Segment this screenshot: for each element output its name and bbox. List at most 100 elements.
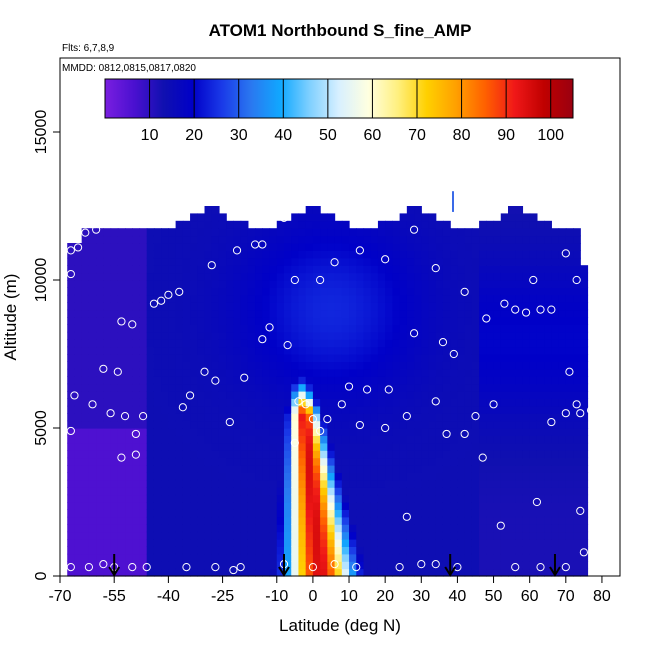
heat-cell [197,324,206,333]
heat-cell [370,317,379,325]
heat-cell [255,450,263,459]
heat-cell [74,383,83,392]
sample-marker [294,397,303,406]
heat-cell [515,413,524,422]
heat-cell [175,420,184,429]
heat-cell [67,324,76,333]
heat-cell [233,346,242,355]
heat-cell [493,479,502,488]
heat-cell [305,376,314,385]
heat-cell [117,442,126,451]
heat-cell [211,413,220,422]
heat-cell [370,331,379,340]
heat-cell [262,531,271,540]
heat-cell [399,243,408,251]
heat-cell [153,235,162,244]
heat-cell [406,220,415,229]
heat-cell [262,302,271,311]
heat-cell [334,302,343,311]
heat-cell [377,265,386,274]
heat-cell [522,472,531,481]
heat-cell [450,531,459,540]
heat-cell [486,391,495,399]
heat-cell [363,280,372,288]
heat-cell [197,354,206,362]
heat-cell [435,516,444,525]
heat-cell [168,383,177,392]
heat-cell [414,235,422,244]
heat-cell [529,479,538,488]
heat-cell [385,280,393,288]
x-tick-label: -40 [157,588,180,605]
heat-cell [110,383,119,392]
heat-cell [197,243,206,251]
heat-cell [312,494,321,503]
heat-cell [522,302,531,311]
heat-cell [211,546,220,555]
heat-cell [435,442,444,451]
heat-cell [255,376,263,385]
heat-cell [132,398,141,407]
heat-cell [515,339,524,348]
heat-cell [486,472,495,481]
heat-cell [558,368,567,377]
heat-cell [88,228,97,237]
heat-cell [182,280,191,288]
sample-marker [142,563,151,572]
heat-cell [153,413,162,422]
heat-cell [565,302,574,311]
heat-cell [349,428,357,436]
heat-cell [74,346,83,355]
heat-cell [67,516,76,525]
heat-cell [356,265,365,274]
heat-cell [211,280,220,288]
heat-cell [435,531,444,540]
heat-cell [464,502,473,510]
heat-cell [464,405,473,414]
heat-cell [226,250,235,259]
heat-cell [341,450,350,459]
heat-cell [132,287,141,296]
heat-cell [269,428,278,436]
heat-cell [565,228,574,237]
heat-cell [442,287,451,296]
heat-cell [305,442,314,451]
heat-cell [464,546,473,555]
heat-cell [204,457,213,466]
heat-cell [204,509,213,518]
heat-cell [125,391,133,399]
heat-cell [125,531,133,540]
heat-cell [67,531,76,540]
heat-cell [211,294,220,303]
heat-cell [153,257,162,266]
heat-cell [421,398,430,407]
heat-cell [363,250,372,259]
heat-cell [197,465,206,473]
heat-cell [349,257,357,266]
heat-cell [406,331,415,340]
heat-cell [536,391,545,399]
heat-cell [363,479,372,488]
heat-cell [153,243,162,251]
heat-cell [139,494,148,503]
heat-cell [103,450,112,459]
heat-cell [226,309,235,318]
heat-cell [146,568,155,577]
heat-cell [240,516,249,525]
heat-cell [110,539,119,547]
heat-cell [536,413,545,422]
heat-cell [544,368,552,377]
heat-cell [74,339,83,348]
heat-cell [175,324,184,333]
heat-cell [226,228,235,237]
heat-cell [486,516,495,525]
heat-cell [428,516,437,525]
heat-cell [341,391,350,399]
heat-cell [334,472,343,481]
heat-cell [233,516,242,525]
heat-cell [117,376,126,385]
heat-cell [435,487,444,496]
heat-cell [197,309,206,318]
heat-cell [406,213,415,222]
heat-cell [67,413,76,422]
